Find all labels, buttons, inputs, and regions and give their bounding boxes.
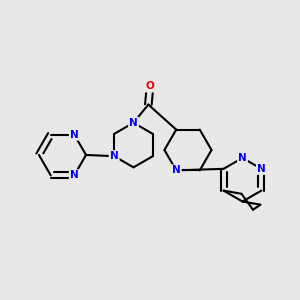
Text: N: N [172,165,181,176]
Text: N: N [70,130,79,140]
Text: N: N [70,170,79,180]
Text: N: N [129,118,138,128]
Text: N: N [257,164,266,174]
Text: N: N [238,153,247,163]
Text: N: N [110,151,118,161]
Text: O: O [146,81,154,92]
